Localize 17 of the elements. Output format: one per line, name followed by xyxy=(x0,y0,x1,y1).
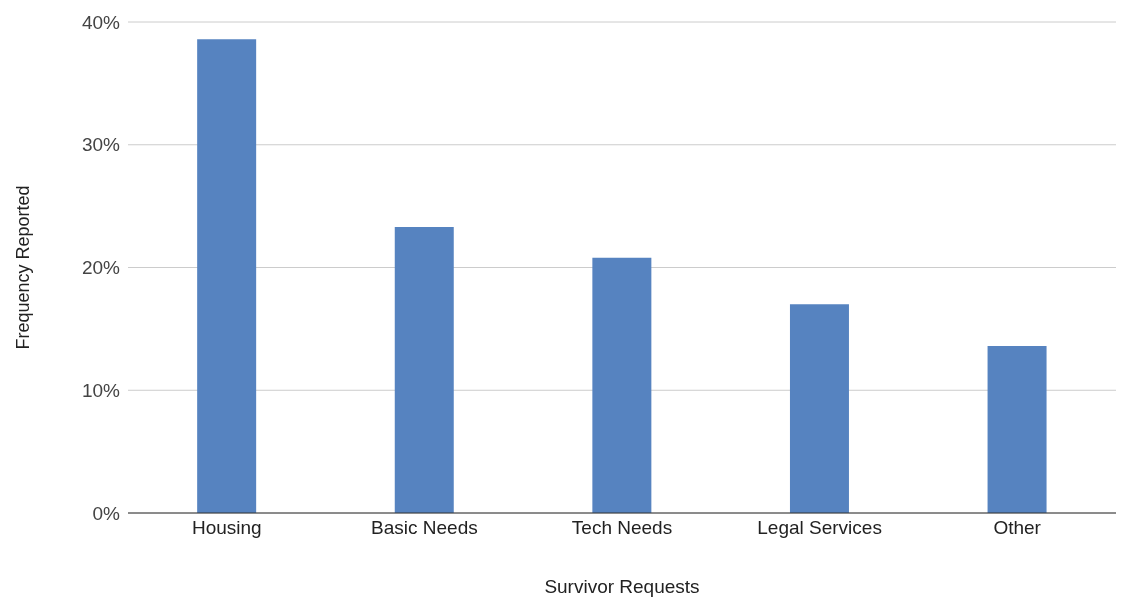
y-tick-label: 0% xyxy=(92,502,121,524)
x-tick-label: Other xyxy=(993,517,1042,539)
bar xyxy=(987,346,1047,513)
bar xyxy=(592,257,652,513)
y-axis-title: Frequency Reported xyxy=(13,185,34,350)
bar xyxy=(789,304,849,513)
y-tick-label: 10% xyxy=(81,379,121,401)
x-tick-label: Tech Needs xyxy=(571,517,673,539)
x-tick-label: Legal Services xyxy=(757,517,882,539)
y-tick-label: 30% xyxy=(81,134,121,156)
bar xyxy=(394,226,454,513)
x-tick-label: Housing xyxy=(191,517,262,539)
x-axis-title: Survivor Requests xyxy=(544,576,700,597)
x-tick-label: Basic Needs xyxy=(371,517,478,539)
y-tick-label: 40% xyxy=(81,11,121,33)
bar xyxy=(197,39,257,513)
y-tick-label: 20% xyxy=(81,257,121,279)
